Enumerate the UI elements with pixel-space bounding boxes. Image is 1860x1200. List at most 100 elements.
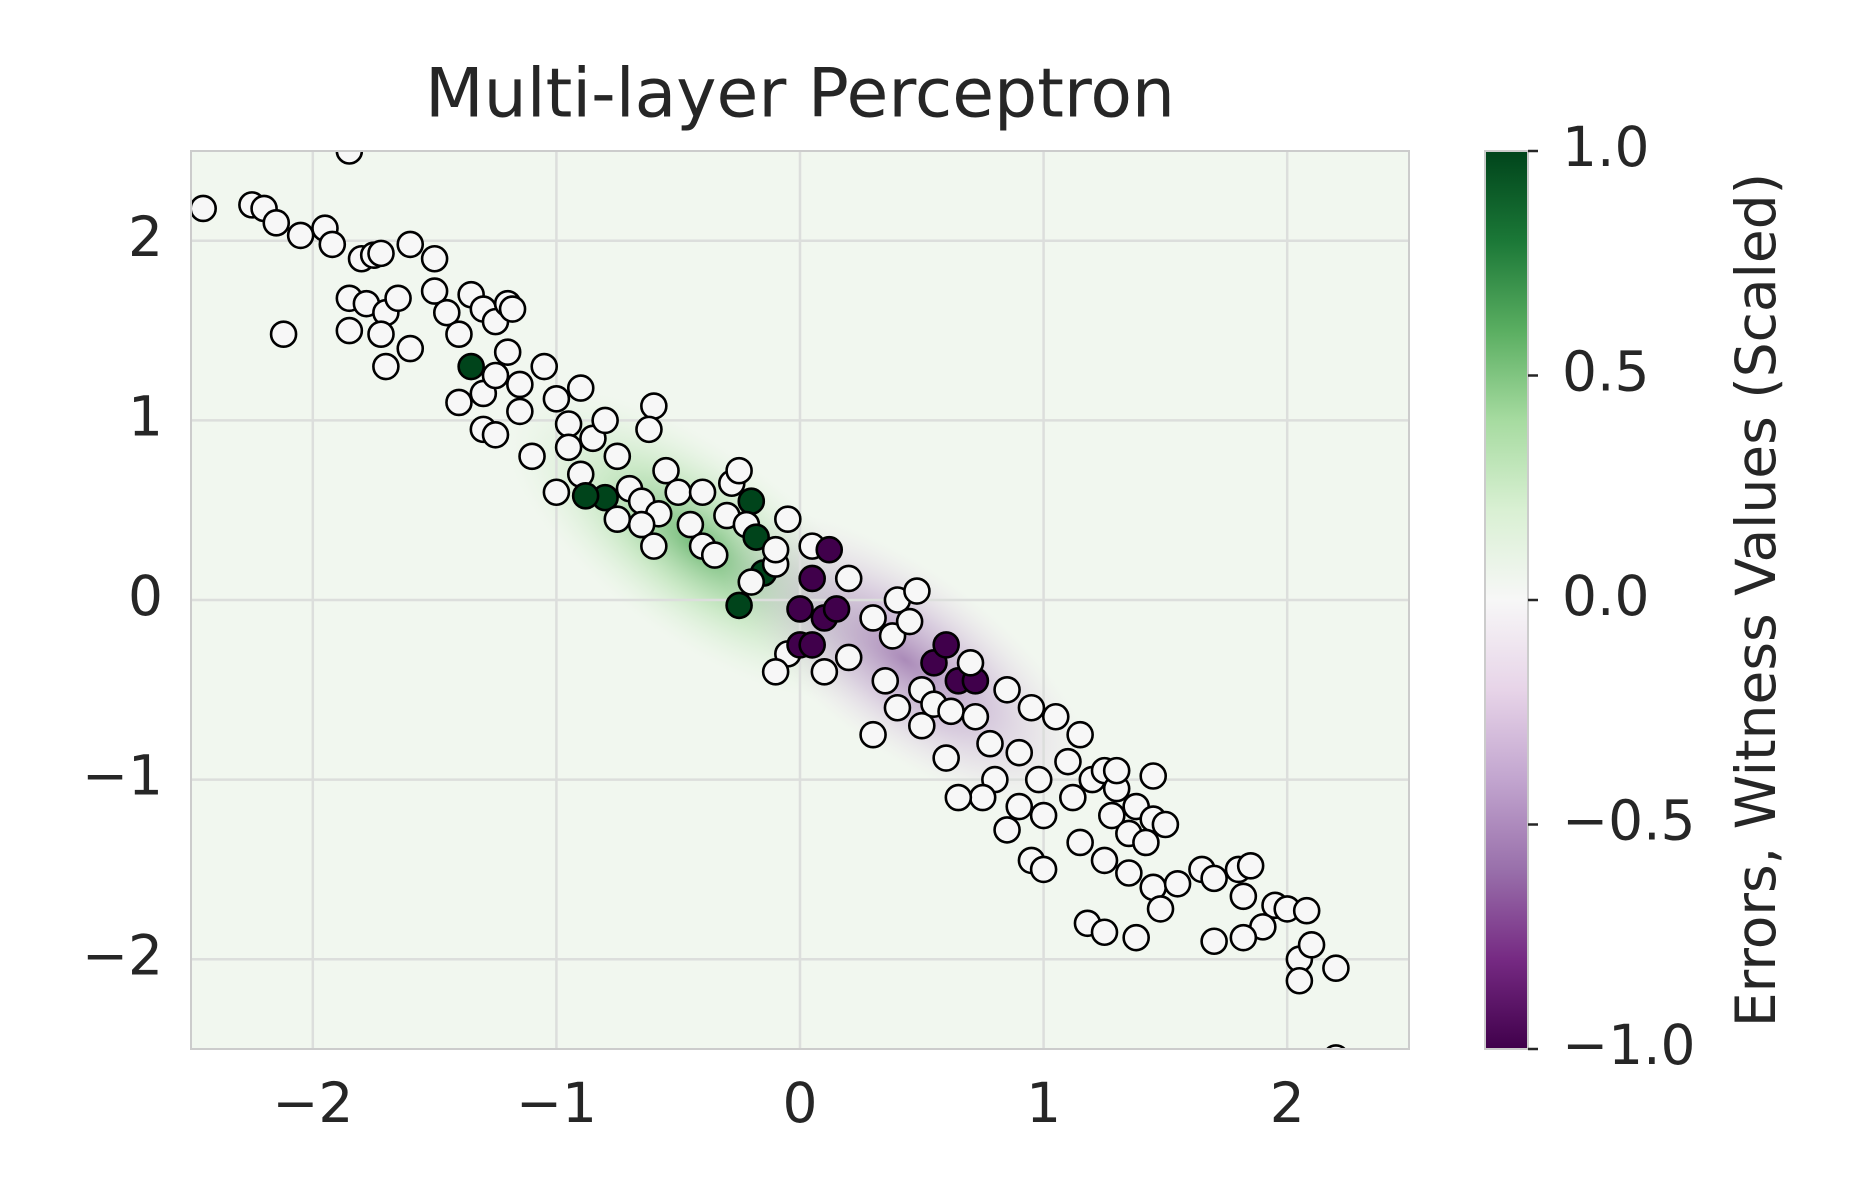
point [993, 675, 1021, 704]
point [498, 295, 527, 323]
point [1322, 954, 1350, 982]
point [725, 591, 753, 620]
colorbar-tick-label: 0.0 [1562, 564, 1649, 628]
point [961, 702, 990, 731]
colorbar [1484, 150, 1529, 1050]
point [1090, 846, 1119, 875]
point [554, 410, 583, 438]
point [993, 816, 1021, 844]
point [1024, 765, 1053, 794]
point [640, 532, 668, 560]
point [445, 320, 473, 348]
colorbar-tick-label: −0.5 [1562, 789, 1696, 853]
point [542, 385, 571, 413]
y-tick-label: 2 [128, 205, 163, 269]
point [798, 564, 826, 593]
point [603, 505, 632, 533]
y-tick-label: 1 [128, 385, 163, 449]
point [518, 442, 546, 471]
point [367, 320, 395, 348]
point [968, 783, 997, 812]
point [191, 194, 217, 223]
point [1005, 792, 1034, 821]
point [1163, 869, 1192, 898]
point [810, 658, 839, 686]
point [1229, 923, 1258, 952]
point [688, 478, 717, 507]
point [956, 649, 985, 677]
point [895, 607, 924, 636]
point [445, 388, 473, 417]
point [883, 693, 912, 722]
y-tick-label: −2 [82, 923, 163, 987]
point [664, 478, 693, 507]
point [367, 239, 395, 268]
point [1285, 966, 1314, 995]
y-tick-label: 0 [128, 564, 163, 628]
point [976, 729, 1004, 758]
point [286, 221, 315, 250]
point [1098, 801, 1126, 830]
point [903, 577, 931, 605]
x-tick-label: 2 [1270, 1071, 1305, 1135]
point [944, 783, 973, 812]
point [1151, 810, 1180, 839]
axes: −2 −1 0 1 2 −2 −1 0 1 2 −1.0 −0.5 0.0 0.5 1.0 [82, 115, 1696, 1135]
point [396, 230, 425, 259]
point [554, 433, 583, 462]
y-tick-label: −1 [82, 744, 163, 808]
point [1200, 864, 1228, 893]
point [457, 352, 485, 381]
point [761, 658, 790, 686]
point [481, 420, 510, 449]
point [652, 456, 680, 485]
point [907, 711, 936, 740]
point [635, 415, 663, 444]
point [493, 338, 522, 366]
plot-frame [190, 150, 1410, 1050]
point [737, 568, 766, 596]
points [191, 151, 1350, 1049]
point [932, 744, 960, 772]
point [1041, 702, 1070, 731]
colorbar-tick-label: 1.0 [1562, 115, 1649, 179]
point [396, 334, 425, 363]
point [859, 720, 887, 749]
point [761, 535, 790, 564]
point [1102, 756, 1131, 785]
point [1059, 783, 1087, 812]
point [571, 482, 600, 510]
point [937, 697, 965, 726]
point [384, 284, 412, 313]
point [1122, 923, 1150, 952]
point [786, 595, 814, 623]
colorbar-tick-label: 0.5 [1562, 340, 1649, 404]
point [1066, 720, 1094, 749]
point [506, 397, 534, 426]
chart-title: Multi-layer Perceptron [425, 55, 1175, 134]
point [737, 487, 766, 516]
point [372, 352, 400, 381]
x-tick-label: 1 [1026, 1071, 1061, 1135]
point [932, 631, 960, 659]
point [318, 230, 347, 259]
point [774, 505, 802, 533]
point [815, 535, 844, 564]
point [591, 406, 619, 435]
point [1229, 882, 1258, 911]
point [822, 595, 851, 623]
point [1146, 895, 1175, 923]
point [335, 316, 364, 345]
point [640, 392, 668, 420]
point [420, 277, 449, 305]
point [834, 564, 863, 593]
point [1292, 896, 1321, 925]
point [481, 361, 510, 390]
point [530, 352, 559, 381]
point [420, 244, 449, 273]
point [1029, 801, 1058, 830]
point [1200, 927, 1228, 956]
point [1297, 931, 1326, 959]
point [1066, 828, 1094, 857]
